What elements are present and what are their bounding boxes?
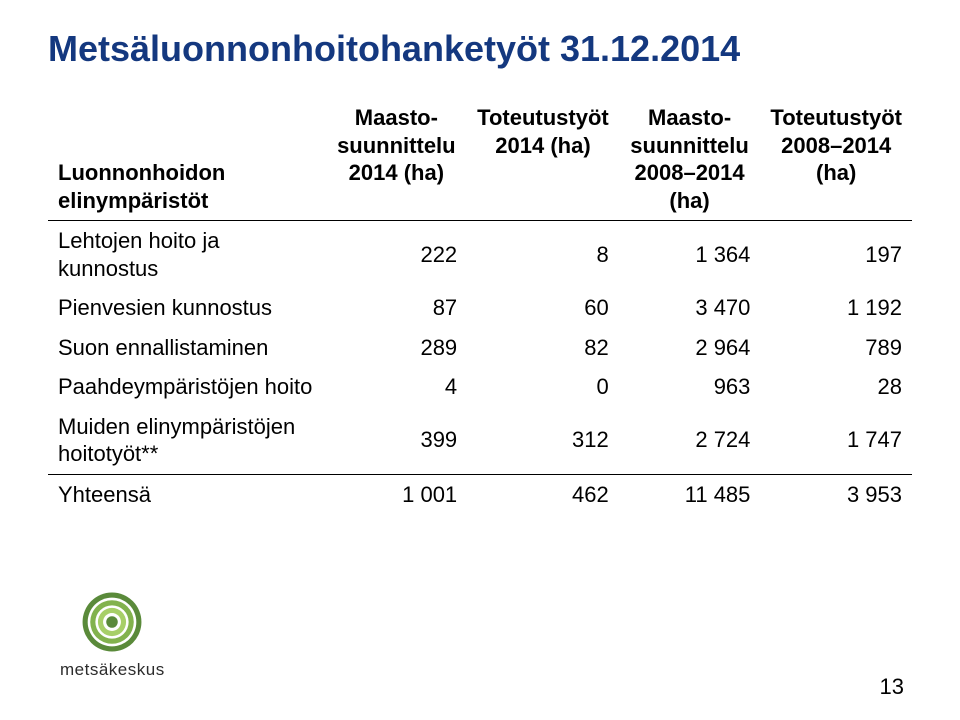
cell: 1 747 (760, 407, 912, 475)
cell: 312 (467, 407, 619, 475)
cell: 11 485 (619, 474, 761, 514)
cell: 82 (467, 328, 619, 368)
row-label: Yhteensä (48, 474, 326, 514)
page-number: 13 (880, 674, 904, 700)
logo: metsäkeskus (60, 590, 165, 680)
cell: 1 001 (326, 474, 468, 514)
cell: 3 470 (619, 288, 761, 328)
cell: 789 (760, 328, 912, 368)
table-total-row: Yhteensä 1 001 462 11 485 3 953 (48, 474, 912, 514)
logo-text: metsäkeskus (60, 660, 165, 680)
cell: 0 (467, 367, 619, 407)
table-row: Suon ennallistaminen 289 82 2 964 789 (48, 328, 912, 368)
cell: 8 (467, 221, 619, 289)
cell: 3 953 (760, 474, 912, 514)
row-label: Paahdeympäristöjen hoito (48, 367, 326, 407)
target-rings-icon (80, 590, 144, 654)
cell: 399 (326, 407, 468, 475)
cell: 222 (326, 221, 468, 289)
cell: 1 364 (619, 221, 761, 289)
cell: 2 964 (619, 328, 761, 368)
table-row: Pienvesien kunnostus 87 60 3 470 1 192 (48, 288, 912, 328)
cell: 289 (326, 328, 468, 368)
cell: 28 (760, 367, 912, 407)
cell: 4 (326, 367, 468, 407)
page-title: Metsäluonnonhoitohanketyöt 31.12.2014 (48, 28, 912, 70)
row-label: Pienvesien kunnostus (48, 288, 326, 328)
row-label: Suon ennallistaminen (48, 328, 326, 368)
data-table: Luonnonhoidon elinympäristöt Maasto-suun… (48, 98, 912, 514)
table-row: Paahdeympäristöjen hoito 4 0 963 28 (48, 367, 912, 407)
col-header-1: Maasto-suunnittelu2014 (ha) (326, 98, 468, 221)
cell: 60 (467, 288, 619, 328)
cell: 1 192 (760, 288, 912, 328)
cell: 87 (326, 288, 468, 328)
col-header-4: Toteutustyöt2008–2014(ha) (760, 98, 912, 221)
row-label: Muiden elinympäristöjen hoitotyöt** (48, 407, 326, 475)
cell: 462 (467, 474, 619, 514)
col-header-3: Maasto-suunnittelu2008–2014(ha) (619, 98, 761, 221)
table-row: Lehtojen hoito ja kunnostus 222 8 1 364 … (48, 221, 912, 289)
cell: 2 724 (619, 407, 761, 475)
table-row: Muiden elinympäristöjen hoitotyöt** 399 … (48, 407, 912, 475)
cell: 963 (619, 367, 761, 407)
col-header-label: Luonnonhoidon elinympäristöt (48, 98, 326, 221)
col-header-2: Toteutustyöt2014 (ha) (467, 98, 619, 221)
row-label: Lehtojen hoito ja kunnostus (48, 221, 326, 289)
table-header-row: Luonnonhoidon elinympäristöt Maasto-suun… (48, 98, 912, 221)
cell: 197 (760, 221, 912, 289)
